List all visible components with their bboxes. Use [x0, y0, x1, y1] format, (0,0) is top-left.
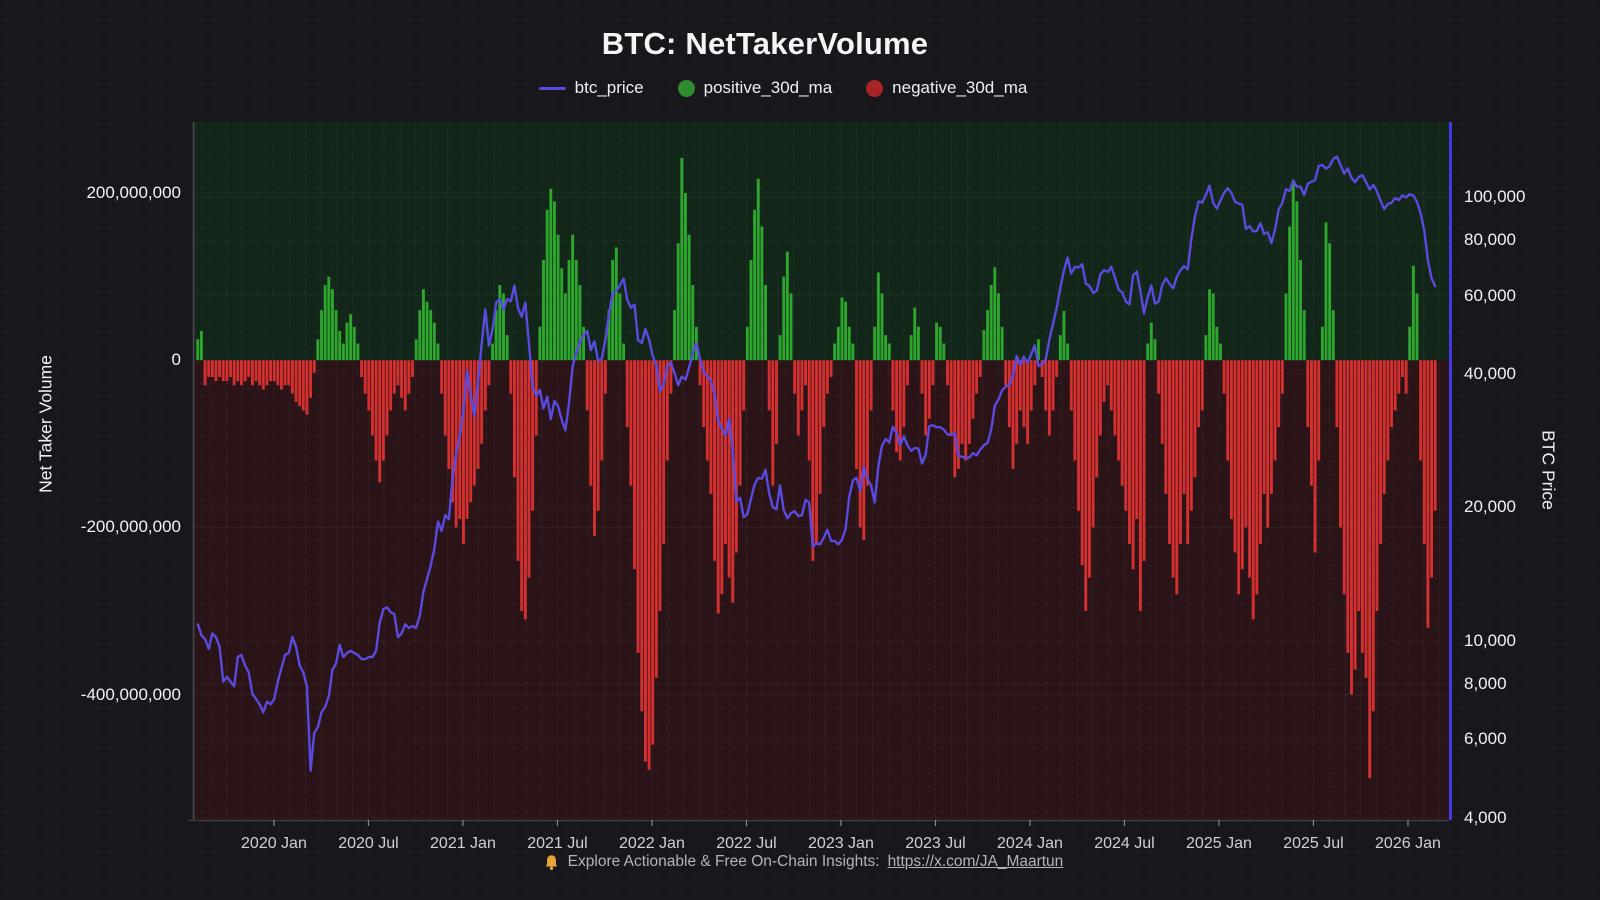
footer: Explore Actionable & Free On-Chain Insig… — [0, 850, 1600, 874]
right-axis-tick-label: 4,000 — [1464, 807, 1507, 827]
legend-item-btc-price[interactable]: btc_price — [538, 78, 644, 98]
right-axis-tick-label: 10,000 — [1464, 630, 1516, 650]
x-axis-tick-label: 2023 Jan — [808, 835, 874, 852]
right-axis-tick-label: 100,000 — [1464, 187, 1526, 207]
x-axis-tick-label: 2021 Jan — [430, 835, 496, 852]
right-axis-tick-label: 40,000 — [1464, 363, 1516, 383]
legend-label: btc_price — [574, 78, 644, 97]
right-axis-tick-label: 20,000 — [1464, 497, 1516, 517]
legend-item-positive-30d-ma[interactable]: positive_30d_ma — [677, 78, 833, 98]
x-axis-tick-label: 2024 Jul — [1094, 835, 1155, 852]
right-axis-tick-label: 8,000 — [1464, 673, 1507, 693]
x-axis-tick-label: 2026 Jan — [1375, 835, 1441, 852]
legend-item-negative-30d-ma[interactable]: negative_30d_ma — [866, 78, 1027, 98]
left-axis-tick-label: -200,000,000 — [80, 517, 181, 537]
x-axis-tick-label: 2022 Jan — [619, 835, 685, 852]
right-axis-tick-label: 60,000 — [1464, 285, 1516, 305]
bell-icon — [545, 854, 557, 870]
left-axis-tick-label: 0 — [171, 350, 181, 370]
positive-dot-swatch — [677, 79, 695, 97]
right-axis-tick-label: 6,000 — [1464, 729, 1507, 749]
legend-label: negative_30d_ma — [892, 78, 1028, 97]
btc-price-line-swatch — [538, 86, 566, 90]
footer-link[interactable]: https://x.com/JA_Maartun — [887, 853, 1064, 870]
left-axis-tick-label: 200,000,000 — [86, 183, 181, 203]
x-axis-tick-label: 2020 Jan — [241, 835, 307, 852]
x-axis-tick-label: 2021 Jul — [527, 835, 588, 852]
x-axis-tick-label: 2024 Jan — [997, 835, 1063, 852]
legend: btc_price positive_30d_ma negative_30d_m… — [0, 76, 1566, 100]
page-title: BTC: NetTakerVolume — [601, 26, 929, 61]
footer-text: Explore Actionable & Free On-Chain Insig… — [567, 853, 880, 870]
x-axis-tick-label: 2022 Jul — [716, 835, 777, 852]
negative-dot-swatch — [866, 79, 884, 97]
legend-label: positive_30d_ma — [703, 78, 833, 97]
left-axis-tick-label: -400,000,000 — [80, 684, 181, 704]
x-axis-tick-label: 2023 Jul — [905, 835, 966, 852]
x-axis-tick-label: 2025 Jan — [1186, 835, 1252, 852]
x-axis-tick-label: 2020 Jul — [338, 835, 399, 852]
right-axis-tick-label: 80,000 — [1464, 230, 1516, 250]
x-axis-tick-label: 2025 Jul — [1283, 835, 1344, 852]
